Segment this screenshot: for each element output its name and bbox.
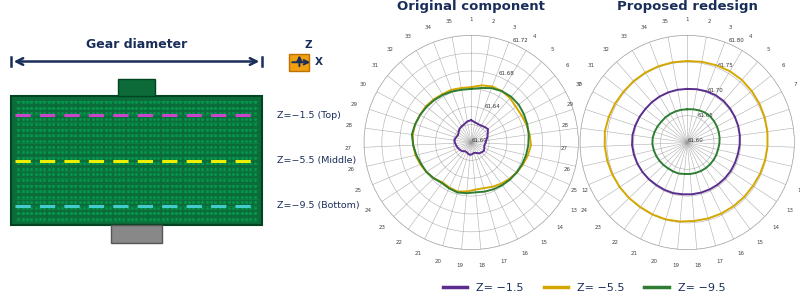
Text: Z=−1.5 (Top): Z=−1.5 (Top) — [277, 111, 341, 120]
Title: Original component: Original component — [398, 0, 545, 13]
Title: Proposed redesign: Proposed redesign — [617, 0, 758, 13]
Text: Z: Z — [305, 40, 313, 50]
Text: X: X — [315, 57, 323, 67]
Text: Z=−5.5 (Middle): Z=−5.5 (Middle) — [277, 156, 356, 165]
Text: Gear diameter: Gear diameter — [86, 38, 187, 51]
Text: Z=−9.5 (Bottom): Z=−9.5 (Bottom) — [277, 201, 359, 210]
Polygon shape — [111, 225, 162, 243]
Polygon shape — [11, 96, 262, 225]
Bar — [290, 54, 310, 70]
Polygon shape — [118, 80, 154, 96]
Legend: Z= −1.5, Z= −5.5, Z= −9.5: Z= −1.5, Z= −5.5, Z= −9.5 — [438, 279, 730, 297]
